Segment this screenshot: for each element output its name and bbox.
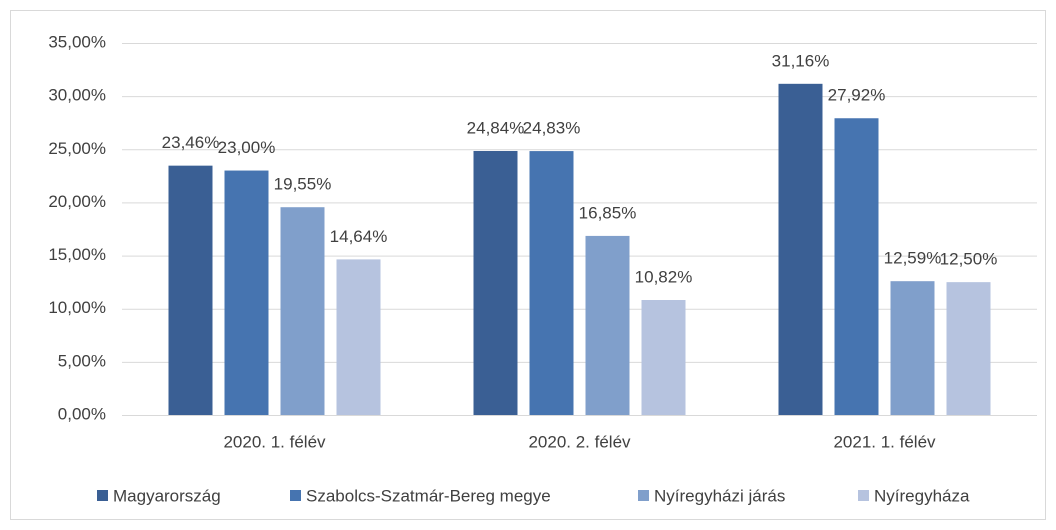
data-label: 23,00% — [218, 138, 276, 157]
legend-label: Nyíregyháza — [874, 486, 970, 505]
y-tick-label: 35,00% — [48, 32, 106, 51]
legend-label: Magyarország — [113, 486, 221, 505]
data-label: 19,55% — [274, 175, 332, 194]
bar — [641, 299, 686, 415]
y-tick-label: 15,00% — [48, 245, 106, 264]
data-label: 16,85% — [579, 203, 637, 222]
y-tick-label: 0,00% — [58, 404, 106, 423]
x-tick-label: 2021. 1. félév — [833, 432, 936, 451]
y-tick-label: 10,00% — [48, 298, 106, 317]
bar — [778, 83, 823, 415]
bar — [224, 170, 269, 415]
data-label: 24,83% — [523, 119, 581, 138]
x-tick-label: 2020. 2. félév — [528, 432, 631, 451]
legend-label: Nyíregyházi járás — [654, 486, 785, 505]
bar — [946, 282, 991, 415]
bar — [280, 207, 325, 415]
data-label: 14,64% — [330, 227, 388, 246]
data-label: 31,16% — [772, 51, 830, 70]
bar — [890, 281, 935, 415]
bar — [336, 259, 381, 415]
y-tick-label: 20,00% — [48, 192, 106, 211]
y-tick-label: 30,00% — [48, 86, 106, 105]
bar — [473, 150, 518, 416]
legend-label: Szabolcs-Szatmár-Bereg megye — [306, 486, 551, 505]
bar — [834, 118, 879, 416]
data-label: 27,92% — [828, 86, 886, 105]
bar — [529, 151, 574, 415]
bar — [585, 235, 630, 415]
data-label: 10,82% — [635, 267, 693, 286]
legend-swatch — [290, 490, 301, 501]
y-tick-label: 5,00% — [58, 351, 106, 370]
data-label: 12,50% — [940, 250, 998, 269]
y-tick-label: 25,00% — [48, 139, 106, 158]
legend-swatch — [638, 490, 649, 501]
legend-swatch — [97, 490, 108, 501]
data-label: 24,84% — [467, 118, 525, 137]
data-label: 12,59% — [884, 249, 942, 268]
data-label: 23,46% — [162, 133, 220, 152]
legend-swatch — [858, 490, 869, 501]
x-tick-label: 2020. 1. félév — [223, 432, 326, 451]
bar — [168, 165, 213, 415]
